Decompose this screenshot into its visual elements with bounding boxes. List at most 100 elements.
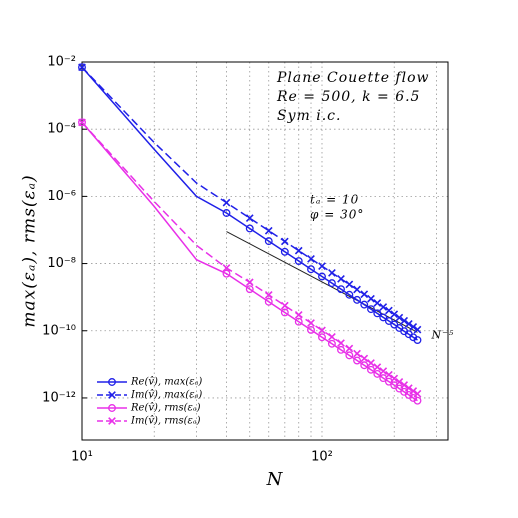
y-tick-label: 10⁻¹² [42, 390, 76, 405]
legend-marker [108, 417, 116, 425]
data-point [280, 247, 289, 256]
data-point [222, 198, 231, 207]
data-point [385, 370, 393, 379]
x-tick-label: 10¹ [71, 450, 93, 465]
data-point [360, 354, 369, 363]
data-point [294, 246, 303, 255]
data-point [294, 317, 303, 326]
legend-label: Im(v̂), rms(εₐ) [130, 416, 201, 427]
y-tick-label: 10⁻² [47, 55, 76, 70]
data-point [409, 322, 418, 331]
data-point [353, 349, 361, 358]
data-point [353, 285, 361, 294]
data-point [328, 268, 336, 277]
annotation: φ = 30° [310, 208, 364, 222]
data-point [373, 299, 382, 307]
data-point [222, 264, 231, 272]
data-point [390, 374, 399, 383]
data-point [360, 361, 369, 370]
annotation: Re = 500, k = 6.5 [276, 89, 420, 105]
data-point [373, 363, 382, 371]
data-point [78, 118, 86, 127]
data-point [280, 308, 289, 317]
data-point [360, 290, 369, 299]
data-point [222, 269, 231, 278]
data-point [337, 345, 345, 354]
data-point [395, 378, 404, 386]
y-tick-label: 10⁻⁴ [47, 122, 76, 137]
data-point [384, 317, 393, 325]
plot-frame [81, 61, 449, 441]
data-point [307, 255, 315, 263]
y-tick-label: 10⁻⁸ [47, 256, 76, 271]
data-point [345, 290, 354, 299]
legend-label: Im(v̂), max(εₐ) [130, 390, 202, 401]
data-point [307, 319, 315, 327]
data-point [413, 325, 422, 334]
data-point [337, 275, 345, 283]
legend-marker [108, 378, 116, 386]
data-point [307, 265, 315, 274]
data-point [294, 311, 303, 319]
series-line [81, 121, 418, 402]
data-point [245, 278, 254, 287]
reference-label: N⁻⁵ [430, 328, 454, 341]
data-point [264, 237, 273, 246]
data-point [413, 336, 422, 344]
data-point [360, 300, 369, 309]
annotation: tₐ = 10 [310, 193, 359, 207]
data-point [379, 313, 388, 322]
data-point [264, 297, 273, 306]
data-point [395, 313, 404, 322]
data-point [327, 279, 336, 288]
data-point [367, 305, 375, 314]
data-point [222, 209, 231, 217]
data-point [413, 389, 422, 398]
data-point [318, 262, 326, 270]
data-point [327, 339, 336, 348]
data-point [400, 381, 409, 389]
data-point [337, 285, 345, 294]
x-tick-label: 10² [311, 450, 333, 465]
data-point [245, 285, 254, 294]
data-point [345, 344, 354, 353]
data-point [78, 63, 86, 72]
data-point [318, 272, 326, 281]
data-point [353, 295, 362, 304]
data-point [280, 301, 289, 310]
legend-label: Re(v̂), max(εₐ) [130, 377, 202, 388]
data-point [409, 387, 418, 395]
data-point [404, 320, 413, 328]
data-point [264, 226, 273, 235]
data-point [78, 118, 86, 127]
data-point [413, 396, 422, 405]
y-tick-label: 10⁻¹⁰ [42, 323, 76, 338]
data-point [307, 325, 315, 334]
data-point [390, 310, 399, 319]
data-point [337, 339, 345, 347]
data-point [379, 303, 388, 311]
data-point [294, 257, 303, 265]
x-axis-label: N [266, 469, 284, 490]
data-point [245, 224, 254, 233]
data-point [318, 333, 326, 342]
legend-label: Re(v̂), rms(εₐ) [130, 403, 201, 414]
data-point [404, 384, 413, 392]
data-point [400, 316, 409, 325]
data-point [78, 63, 86, 72]
data-point [280, 237, 289, 246]
data-point [367, 294, 375, 303]
data-point [373, 309, 382, 318]
data-point [245, 214, 254, 223]
data-point [328, 332, 336, 341]
series-line [81, 66, 418, 341]
data-point [345, 280, 354, 289]
legend-marker [108, 404, 116, 412]
annotation: Sym i.c. [277, 108, 341, 124]
data-point [264, 291, 273, 299]
data-point [379, 367, 388, 375]
y-axis-label: max(εₐ), rms(εₐ) [20, 174, 40, 327]
annotation: Plane Couette flow [276, 70, 430, 86]
data-point [318, 326, 326, 335]
